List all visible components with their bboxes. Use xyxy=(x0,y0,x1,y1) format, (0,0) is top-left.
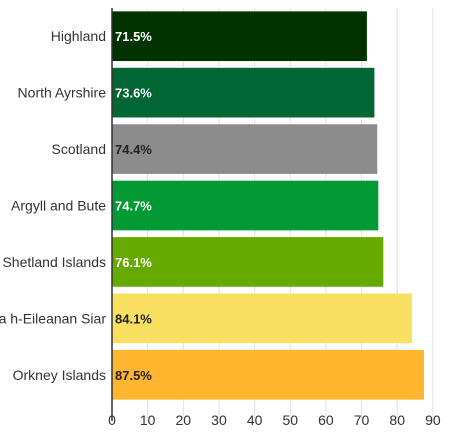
category-label-2: Scotland xyxy=(52,141,106,157)
value-label-2: 74.4% xyxy=(115,142,152,157)
x-tick-label-0: 0 xyxy=(108,412,116,428)
x-tick-label-30: 30 xyxy=(211,412,227,428)
value-label-1: 73.6% xyxy=(115,86,152,101)
x-tick-label-70: 70 xyxy=(354,412,370,428)
x-tick-label-80: 80 xyxy=(389,412,405,428)
bar-5 xyxy=(112,293,412,344)
value-label-3: 74.7% xyxy=(115,199,152,214)
value-label-5: 84.1% xyxy=(115,311,152,326)
bar-1 xyxy=(112,67,375,118)
category-label-1: North Ayrshire xyxy=(18,85,107,101)
category-label-6: Orkney Islands xyxy=(13,367,106,383)
category-label-0: Highland xyxy=(51,28,106,44)
bar-0 xyxy=(112,11,367,62)
value-label-0: 71.5% xyxy=(115,29,152,44)
category-label-5: Na h-Eileanan Siar xyxy=(0,310,106,326)
bar-2 xyxy=(112,124,378,174)
x-tick-label-40: 40 xyxy=(247,412,263,428)
x-tick-label-90: 90 xyxy=(425,412,441,428)
x-tick-label-20: 20 xyxy=(176,412,192,428)
category-label-4: Shetland Islands xyxy=(2,254,106,270)
category-label-3: Argyll and Bute xyxy=(11,198,106,214)
bar-4 xyxy=(112,237,384,287)
x-tick-label-10: 10 xyxy=(140,412,156,428)
bar-3 xyxy=(112,180,379,231)
x-tick-label-60: 60 xyxy=(318,412,334,428)
x-tick-label-50: 50 xyxy=(282,412,298,428)
value-label-6: 87.5% xyxy=(115,368,152,383)
bar-6 xyxy=(112,349,424,400)
value-label-4: 76.1% xyxy=(115,255,152,270)
